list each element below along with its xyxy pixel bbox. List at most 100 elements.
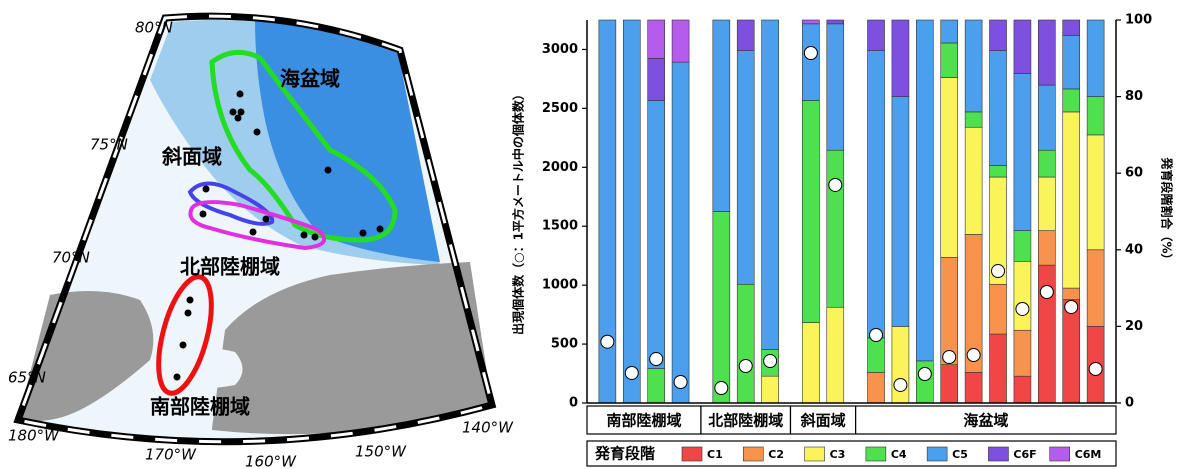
abundance-point bbox=[715, 382, 728, 395]
y-tick-label: 500 bbox=[551, 337, 578, 352]
bar-segment bbox=[672, 20, 689, 62]
bar-segment bbox=[868, 372, 885, 403]
bar-segment bbox=[990, 334, 1007, 403]
lon-label: 170°W bbox=[145, 446, 197, 464]
legend-swatch bbox=[927, 447, 947, 461]
bar-segment bbox=[941, 77, 958, 257]
bar-segment bbox=[965, 20, 982, 112]
bar-segment bbox=[672, 62, 689, 403]
bar-segment bbox=[1087, 97, 1104, 135]
legend-swatch bbox=[866, 447, 886, 461]
bar-segment bbox=[941, 20, 958, 43]
bar-segment bbox=[802, 20, 819, 24]
legend-label: C3 bbox=[830, 448, 846, 461]
y2-tick-label: 100 bbox=[1125, 13, 1152, 28]
chart: 南部陸棚域北部陸棚域斜面域海盆域050010001500200025003000… bbox=[511, 13, 1175, 467]
bar-segment bbox=[1063, 288, 1080, 299]
bar-segment bbox=[648, 20, 665, 58]
legend-label: C2 bbox=[768, 448, 784, 461]
legend-label: C6F bbox=[1013, 448, 1036, 461]
abundance-point bbox=[918, 368, 931, 381]
group-label: 海盆域 bbox=[963, 412, 1008, 430]
bar-segment bbox=[965, 372, 982, 403]
bar-segment bbox=[941, 365, 958, 403]
abundance-point bbox=[1065, 300, 1078, 313]
abundance-point bbox=[601, 335, 614, 348]
bar-segment bbox=[827, 307, 844, 403]
bar-segment bbox=[892, 97, 909, 327]
region-label: 斜面域 bbox=[161, 145, 222, 169]
y-tick-label: 1000 bbox=[542, 278, 578, 293]
abundance-point bbox=[739, 359, 752, 372]
bar-segment bbox=[1014, 74, 1031, 231]
lon-label: 160°W bbox=[245, 453, 297, 469]
legend-swatch bbox=[1050, 447, 1070, 461]
y2-tick-label: 40 bbox=[1125, 242, 1143, 257]
abundance-point bbox=[650, 353, 663, 366]
abundance-point bbox=[894, 378, 907, 391]
bar-segment bbox=[941, 43, 958, 77]
abundance-point bbox=[967, 349, 980, 362]
bar-segment bbox=[1014, 376, 1031, 403]
bar-segment bbox=[827, 150, 844, 307]
bar-segment bbox=[941, 257, 958, 364]
bar-segment bbox=[1038, 85, 1055, 150]
map: 海盆域 斜面域 北部陸棚域 南部陸棚域 80°N 75°N 70°N 65°N … bbox=[8, 16, 514, 469]
bar-segment bbox=[1014, 330, 1031, 376]
lat-label: 70°N bbox=[52, 249, 90, 267]
legend-swatch bbox=[743, 447, 763, 461]
bar-segment bbox=[1087, 20, 1104, 97]
lat-label: 65°N bbox=[8, 369, 46, 387]
bar-segment bbox=[648, 369, 665, 403]
lon-label: 140°W bbox=[462, 419, 514, 437]
bar-segment bbox=[648, 58, 665, 100]
bar-segment bbox=[916, 20, 933, 361]
abundance-point bbox=[804, 46, 817, 59]
bar-segment bbox=[990, 20, 1007, 51]
bar-segment bbox=[1038, 231, 1055, 265]
y2-tick-label: 80 bbox=[1125, 89, 1143, 104]
bar-segment bbox=[737, 20, 754, 51]
legend-label: C6M bbox=[1075, 448, 1102, 461]
bar-segment bbox=[802, 24, 819, 101]
region-label: 海盆域 bbox=[280, 67, 340, 91]
bar-segment bbox=[737, 51, 754, 285]
y-axis-label: 出現個体数（○：1平方メートル中の個体数） bbox=[511, 88, 526, 335]
bar-segment bbox=[827, 20, 844, 24]
bar-segment bbox=[1038, 150, 1055, 177]
abundance-point bbox=[764, 355, 777, 368]
bar-segment bbox=[1087, 250, 1104, 327]
y2-tick-label: 0 bbox=[1125, 396, 1134, 411]
abundance-point bbox=[1089, 362, 1102, 375]
lon-label: 150°W bbox=[355, 443, 407, 461]
legend-swatch bbox=[682, 447, 702, 461]
legend-swatch bbox=[988, 447, 1008, 461]
bar-segment bbox=[1014, 261, 1031, 330]
group-label: 斜面域 bbox=[800, 412, 846, 430]
bar-segment bbox=[1014, 231, 1031, 262]
bar-segment bbox=[1014, 20, 1031, 74]
lon-label: 180°W bbox=[8, 427, 60, 445]
y-tick-label: 2000 bbox=[542, 160, 578, 175]
region-label: 北部陸棚域 bbox=[180, 255, 280, 279]
legend-label: C4 bbox=[891, 448, 907, 461]
bar-segment bbox=[868, 51, 885, 338]
group-label: 南部陸棚域 bbox=[606, 412, 681, 430]
bar-segment bbox=[1063, 20, 1080, 35]
bar-segment bbox=[892, 20, 909, 97]
y-tick-label: 1500 bbox=[542, 219, 578, 234]
y2-axis-label: 発育段階割合（%） bbox=[1160, 156, 1175, 265]
abundance-point bbox=[1016, 302, 1029, 315]
bar-segment bbox=[868, 20, 885, 51]
bar-segment bbox=[623, 20, 640, 403]
y-tick-label: 2500 bbox=[542, 101, 578, 116]
y2-tick-label: 20 bbox=[1125, 319, 1143, 334]
bar-segment bbox=[1063, 35, 1080, 89]
bar-segment bbox=[1063, 300, 1080, 403]
legend-title: 発育段階 bbox=[594, 445, 655, 463]
bar-segment bbox=[868, 338, 885, 372]
bar-segment bbox=[990, 51, 1007, 166]
bar-segment bbox=[1038, 20, 1055, 85]
bar-segment bbox=[1087, 135, 1104, 250]
bar-segment bbox=[713, 20, 730, 212]
